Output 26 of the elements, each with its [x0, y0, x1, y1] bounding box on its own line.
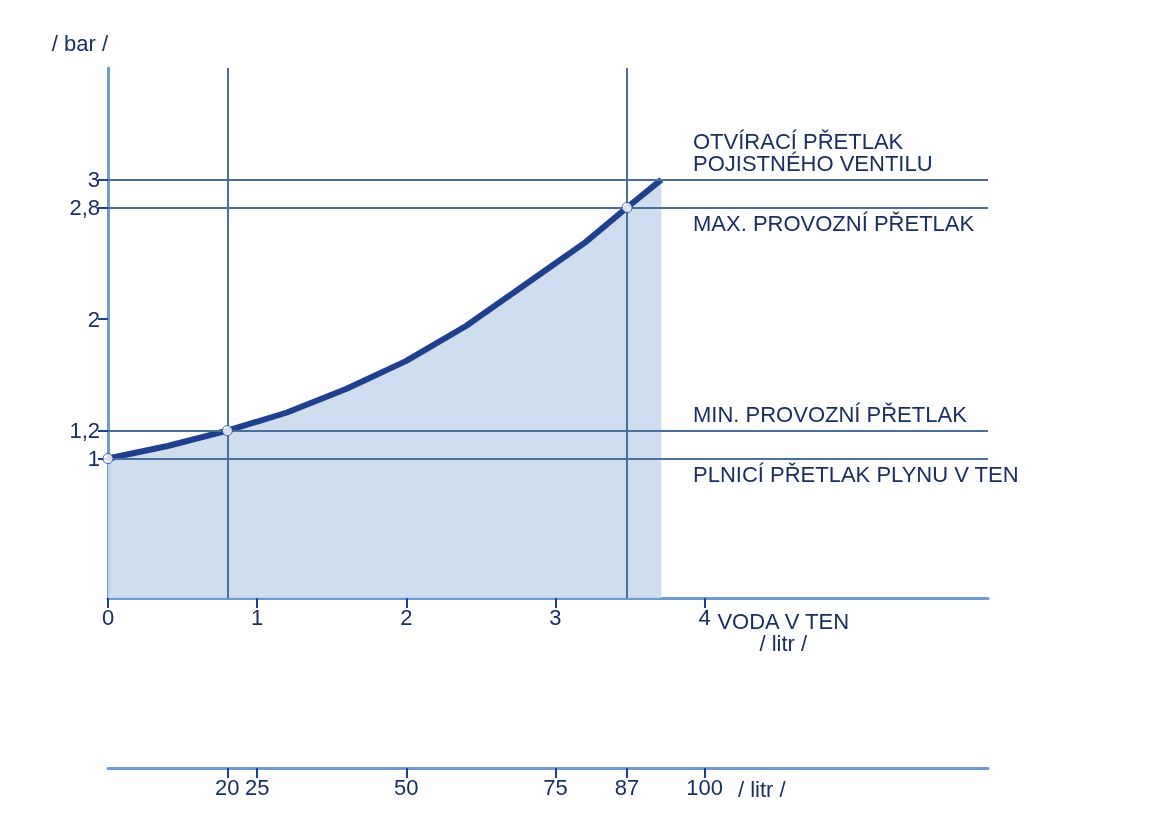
y-tick-label: 2,8: [69, 194, 100, 220]
ref-line-label: OTVÍRACÍ PŘETLAK POJISTNÉHO VENTILU: [693, 129, 933, 177]
y-tick-label: 1: [87, 446, 100, 472]
x2-tick-label: 50: [394, 774, 419, 800]
x-tick-label: 3: [549, 604, 562, 630]
ref-line-label: PLNICÍ PŘETLAK PLYNU V TEN: [693, 462, 1019, 488]
ref-line-label: MIN. PROVOZNÍ PŘETLAK: [693, 402, 968, 428]
x-tick-label: 0: [101, 604, 115, 630]
x2-tick-label: 87: [614, 774, 640, 800]
point: [221, 425, 233, 437]
point: [102, 453, 114, 465]
x-tick-label: 4: [698, 604, 711, 630]
y-tick-label: 2: [87, 306, 100, 332]
x-tick-label: 1: [251, 604, 264, 630]
x2-tick-label: 25: [244, 774, 270, 800]
x2-axis-title: / litr /: [738, 776, 787, 802]
y-tick-label: 1,2: [69, 418, 100, 444]
x2-tick-label: 75: [543, 774, 568, 800]
x-axis-title: VODA V TEN / litr /: [717, 608, 850, 656]
y-tick-label: 3: [87, 167, 100, 193]
x2-tick-label: 20: [215, 774, 240, 800]
y-axis-title: / bar /: [51, 30, 109, 56]
x2-tick-label: 100: [686, 774, 723, 800]
x-tick-label: 2: [400, 604, 413, 630]
point: [621, 201, 633, 213]
ref-line-label: MAX. PROVOZNÍ PŘETLAK: [693, 210, 975, 236]
